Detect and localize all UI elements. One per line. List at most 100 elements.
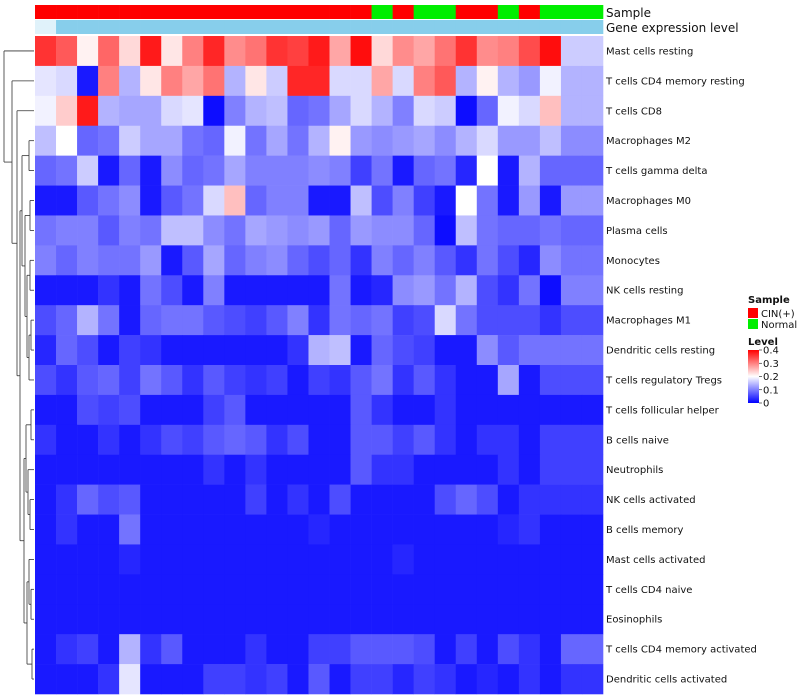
heatmap-cell bbox=[287, 95, 309, 127]
row-label: NK cells resting bbox=[606, 286, 683, 297]
heatmap-cell bbox=[560, 185, 583, 216]
sample-annotation-cell bbox=[98, 5, 120, 19]
heatmap-cell bbox=[539, 634, 562, 665]
heatmap-cell bbox=[371, 664, 393, 695]
heatmap-cell bbox=[392, 275, 414, 306]
heatmap-cell bbox=[182, 185, 204, 216]
heatmap-cell bbox=[308, 215, 330, 246]
heatmap-cell bbox=[140, 185, 162, 216]
heatmap-cell bbox=[539, 215, 562, 246]
heatmap-cell bbox=[413, 36, 436, 67]
gene-level-annotation-cell bbox=[560, 20, 583, 34]
heatmap-cell bbox=[224, 125, 246, 156]
heatmap-cell bbox=[476, 245, 499, 276]
heatmap-cell bbox=[119, 215, 141, 246]
heatmap-cell bbox=[560, 574, 583, 605]
heatmap-cell bbox=[371, 36, 393, 67]
heatmap-cell bbox=[224, 335, 246, 366]
heatmap-cell bbox=[35, 125, 57, 156]
heatmap-cell bbox=[245, 65, 267, 97]
heatmap-cell bbox=[98, 215, 120, 246]
heatmap-cell bbox=[371, 215, 393, 246]
heatmap-cell bbox=[245, 305, 267, 336]
heatmap-cell bbox=[98, 155, 120, 186]
heatmap-cell bbox=[413, 484, 436, 515]
heatmap-cell bbox=[308, 305, 330, 336]
heatmap-cell bbox=[203, 65, 225, 97]
heatmap-cell bbox=[287, 125, 309, 156]
sample-annotation-cell bbox=[497, 5, 520, 19]
heatmap-cell bbox=[455, 275, 478, 306]
row-label: Eosinophils bbox=[606, 615, 662, 626]
legend-sample-title: Sample bbox=[748, 295, 790, 306]
heatmap-cell bbox=[476, 65, 499, 97]
heatmap-cell bbox=[476, 484, 499, 515]
sample-annotation-cell bbox=[266, 5, 288, 19]
heatmap-cell bbox=[35, 424, 57, 456]
row-label: T cells gamma delta bbox=[605, 166, 707, 177]
heatmap-cell bbox=[245, 424, 267, 456]
heatmap-cell bbox=[182, 155, 204, 186]
heatmap-cell bbox=[350, 514, 372, 545]
heatmap-cell bbox=[56, 514, 78, 545]
heatmap-cell bbox=[539, 275, 562, 306]
heatmap-cell bbox=[161, 574, 183, 605]
heatmap-cell bbox=[497, 664, 520, 695]
heatmap-cell bbox=[245, 394, 267, 426]
heatmap-cell bbox=[518, 65, 541, 97]
heatmap-cell bbox=[434, 604, 457, 635]
heatmap-cell bbox=[245, 125, 267, 156]
heatmap-cell bbox=[35, 305, 57, 336]
heatmap-cell bbox=[182, 424, 204, 456]
heatmap-cell bbox=[287, 634, 309, 665]
heatmap-cell bbox=[329, 36, 351, 67]
heatmap-cell bbox=[56, 454, 78, 485]
heatmap-cell bbox=[98, 634, 120, 665]
heatmap-cell bbox=[560, 634, 583, 665]
heatmap-cell bbox=[119, 394, 141, 426]
heatmap-cell bbox=[329, 424, 351, 456]
heatmap-cell bbox=[266, 335, 288, 366]
row-dendrogram bbox=[3, 50, 34, 680]
heatmap-cell bbox=[224, 454, 246, 485]
sample-annotation-cell bbox=[245, 5, 267, 19]
heatmap-cell bbox=[539, 305, 562, 336]
heatmap-cell bbox=[308, 155, 330, 186]
heatmap-cell bbox=[434, 574, 457, 605]
heatmap-cell bbox=[161, 484, 183, 515]
heatmap-cell bbox=[413, 544, 436, 575]
heatmap-cell bbox=[77, 574, 99, 605]
heatmap-cell bbox=[371, 634, 393, 665]
heatmap-cell bbox=[140, 155, 162, 186]
row-label: Dendritic cells activated bbox=[606, 675, 727, 686]
heatmap-cell bbox=[287, 664, 309, 695]
heatmap-cell bbox=[77, 95, 99, 127]
heatmap-cell bbox=[98, 604, 120, 635]
heatmap-cell bbox=[539, 484, 562, 515]
heatmap-cell bbox=[329, 125, 351, 156]
heatmap-cell bbox=[350, 365, 372, 396]
heatmap-cell bbox=[98, 185, 120, 216]
heatmap-cell bbox=[224, 484, 246, 515]
heatmap-cell bbox=[518, 634, 541, 665]
heatmap-cell bbox=[203, 95, 225, 127]
legend-cin-swatch bbox=[748, 308, 758, 318]
heatmap-cell bbox=[161, 155, 183, 186]
heatmap-cell bbox=[581, 424, 604, 456]
heatmap-cell bbox=[455, 185, 478, 216]
heatmap-cell bbox=[182, 394, 204, 426]
heatmap-cell bbox=[476, 604, 499, 635]
heatmap-cell bbox=[119, 185, 141, 216]
heatmap-cell bbox=[203, 484, 225, 515]
heatmap-cell bbox=[182, 215, 204, 246]
heatmap-cell bbox=[476, 305, 499, 336]
heatmap-cell bbox=[518, 664, 541, 695]
heatmap-cell bbox=[203, 36, 225, 67]
heatmap-cell bbox=[392, 245, 414, 276]
heatmap-cell bbox=[224, 36, 246, 67]
heatmap-cell bbox=[161, 454, 183, 485]
sample-annotation-cell bbox=[203, 5, 225, 19]
heatmap-cell bbox=[413, 514, 436, 545]
heatmap-cell bbox=[329, 305, 351, 336]
heatmap-cell bbox=[245, 185, 267, 216]
